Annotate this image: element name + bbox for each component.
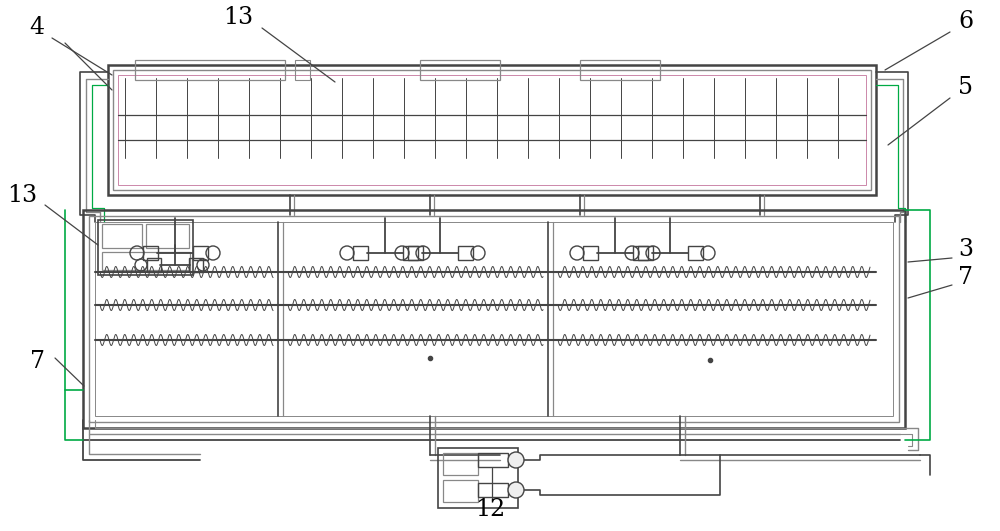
Bar [89, 216, 899, 422]
Bar [189, 258, 203, 272]
Bar [583, 246, 598, 260]
Bar [146, 224, 189, 248]
Bar [633, 246, 648, 260]
Bar [478, 453, 508, 467]
Bar [420, 60, 500, 80]
Text: 13: 13 [7, 184, 37, 207]
Bar [295, 60, 310, 80]
Text: 7: 7 [958, 267, 974, 289]
Bar [102, 224, 142, 248]
Bar [143, 246, 158, 260]
Bar [83, 210, 905, 428]
Circle shape [508, 482, 524, 498]
Text: 6: 6 [958, 11, 974, 33]
Text: 3: 3 [958, 238, 974, 261]
Bar [193, 246, 208, 260]
Text: 13: 13 [223, 6, 253, 30]
Bar [478, 483, 508, 497]
Bar [108, 65, 876, 195]
Text: 4: 4 [29, 16, 45, 39]
Bar [98, 220, 193, 275]
Bar [135, 60, 285, 80]
Bar [458, 246, 473, 260]
Bar [438, 448, 518, 508]
Bar [353, 246, 368, 260]
Bar [113, 70, 871, 190]
Bar [580, 60, 660, 80]
Text: 7: 7 [30, 350, 46, 373]
Text: 5: 5 [958, 76, 974, 99]
Bar [403, 246, 418, 260]
Bar [118, 75, 866, 185]
Text: 12: 12 [475, 499, 505, 521]
Bar [443, 453, 478, 475]
Bar [408, 246, 423, 260]
Bar [95, 222, 893, 416]
Bar [102, 252, 190, 270]
Bar [638, 246, 653, 260]
Circle shape [508, 452, 524, 468]
Bar [688, 246, 703, 260]
Bar [147, 258, 161, 272]
Bar [443, 480, 478, 502]
